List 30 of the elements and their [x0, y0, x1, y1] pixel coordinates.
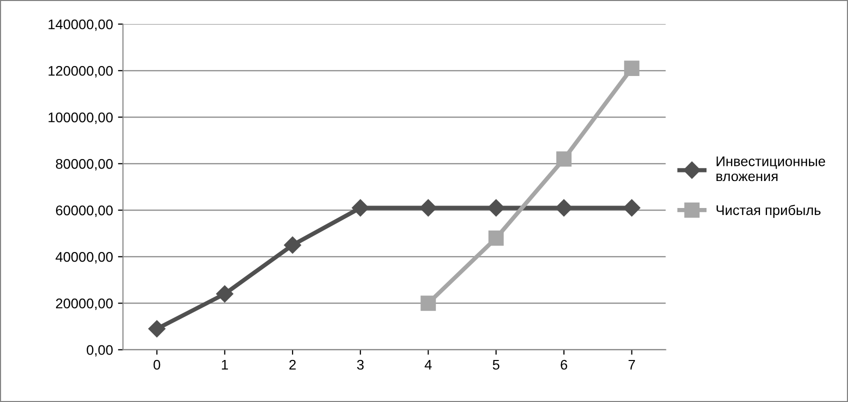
point — [420, 199, 437, 216]
point — [556, 151, 572, 167]
point — [623, 199, 640, 216]
point — [216, 285, 234, 302]
x-tick-label: 7 — [628, 360, 635, 370]
y-tick-label: 100000,00 — [48, 112, 113, 124]
y-tick-label: 80000,00 — [56, 159, 113, 170]
point — [488, 199, 505, 216]
point — [488, 230, 504, 246]
y-tick-label: 40000,00 — [56, 252, 113, 264]
point — [352, 199, 369, 216]
point — [284, 236, 302, 254]
x-tick-label: 2 — [289, 360, 296, 370]
x-tick-label: 3 — [357, 360, 364, 370]
legend-label: Инвестиционные вложения — [716, 156, 826, 182]
x-tick-label: 4 — [424, 360, 432, 370]
x-tick-label: 0 — [154, 360, 160, 370]
x-tick-label: 6 — [560, 360, 568, 370]
y-tick-label: 0,00 — [86, 345, 113, 357]
point — [420, 296, 436, 311]
y-tick-label: 20000,00 — [56, 298, 113, 310]
y-tick-label: 140000,00 — [48, 19, 113, 31]
point — [148, 320, 166, 338]
point — [555, 199, 572, 216]
x-tick-label: 1 — [222, 360, 228, 370]
legend-label: Чистая прибыль — [716, 204, 821, 218]
point — [624, 60, 640, 76]
y-tick-label: 60000,00 — [56, 206, 113, 217]
y-tick-label: 120000,00 — [48, 66, 113, 78]
x-tick-label: 5 — [492, 360, 500, 370]
